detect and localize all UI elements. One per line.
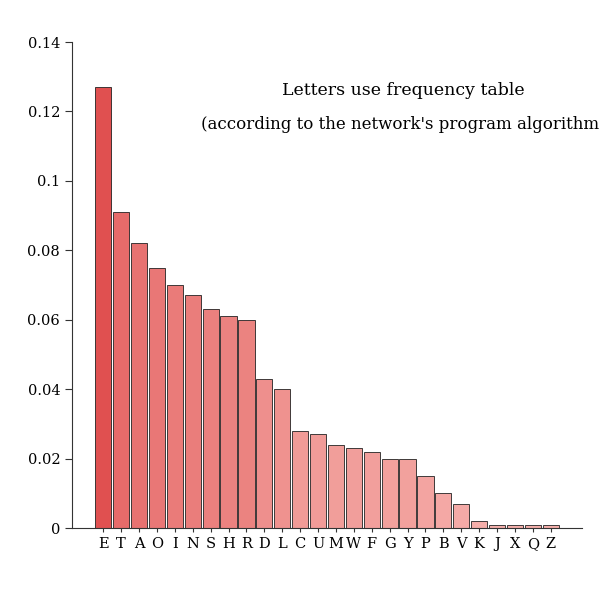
Bar (95, 87, 111, 528)
Bar (292, 431, 308, 528)
Bar (364, 452, 380, 528)
Bar (436, 493, 451, 528)
Bar (328, 445, 344, 528)
Text: (according to the network's program algorithm): (according to the network's program algo… (201, 116, 600, 133)
Bar (489, 524, 505, 528)
Text: Letters use frequency table: Letters use frequency table (282, 82, 525, 99)
Bar (418, 476, 434, 528)
Bar (131, 244, 147, 528)
Bar (507, 524, 523, 528)
Bar (113, 212, 129, 528)
Bar (185, 295, 201, 528)
Bar (310, 434, 326, 528)
Bar (346, 448, 362, 528)
Bar (525, 524, 541, 528)
Bar (203, 310, 218, 528)
Bar (400, 458, 416, 528)
Bar (382, 458, 398, 528)
Bar (238, 320, 254, 528)
Bar (167, 285, 183, 528)
Bar (543, 524, 559, 528)
Bar (471, 521, 487, 528)
Bar (149, 268, 165, 528)
Bar (274, 389, 290, 528)
Bar (220, 316, 236, 528)
Bar (453, 504, 469, 528)
Bar (256, 379, 272, 528)
